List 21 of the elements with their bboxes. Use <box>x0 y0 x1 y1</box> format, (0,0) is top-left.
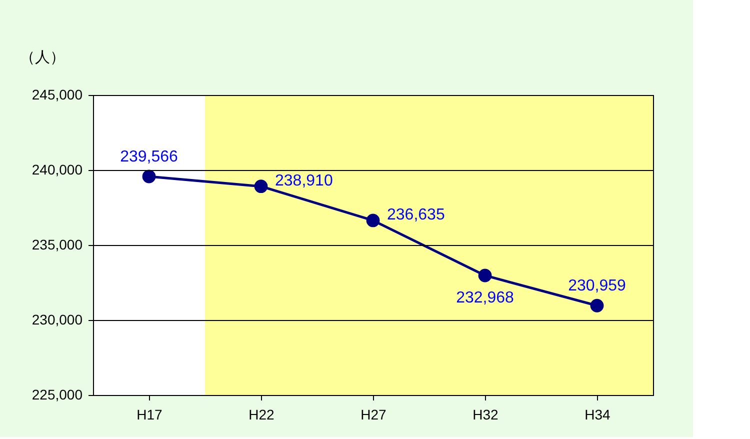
y-tick-label: 240,000 <box>32 162 83 178</box>
data-label: 232,968 <box>456 289 514 306</box>
data-label: 239,566 <box>120 148 178 166</box>
data-label: 238,910 <box>275 172 333 190</box>
x-tick-label: H17 <box>136 406 163 422</box>
x-tick-label: H27 <box>360 406 387 422</box>
y-tick-label: 235,000 <box>32 236 83 252</box>
y-tick-label: 225,000 <box>32 386 83 402</box>
point <box>590 298 604 312</box>
point <box>478 268 492 282</box>
y-axis-title: （人） <box>20 49 65 66</box>
point <box>254 180 268 194</box>
data-label: 236,635 <box>387 206 445 224</box>
x-tick-label: H22 <box>248 406 275 422</box>
point <box>142 170 156 184</box>
x-tick-label: H34 <box>584 406 611 422</box>
y-tick-label: 230,000 <box>32 312 83 328</box>
data-label: 230,959 <box>568 278 626 295</box>
y-tick-label: 245,000 <box>32 86 83 102</box>
point <box>366 214 380 228</box>
x-tick-label: H32 <box>472 406 499 422</box>
